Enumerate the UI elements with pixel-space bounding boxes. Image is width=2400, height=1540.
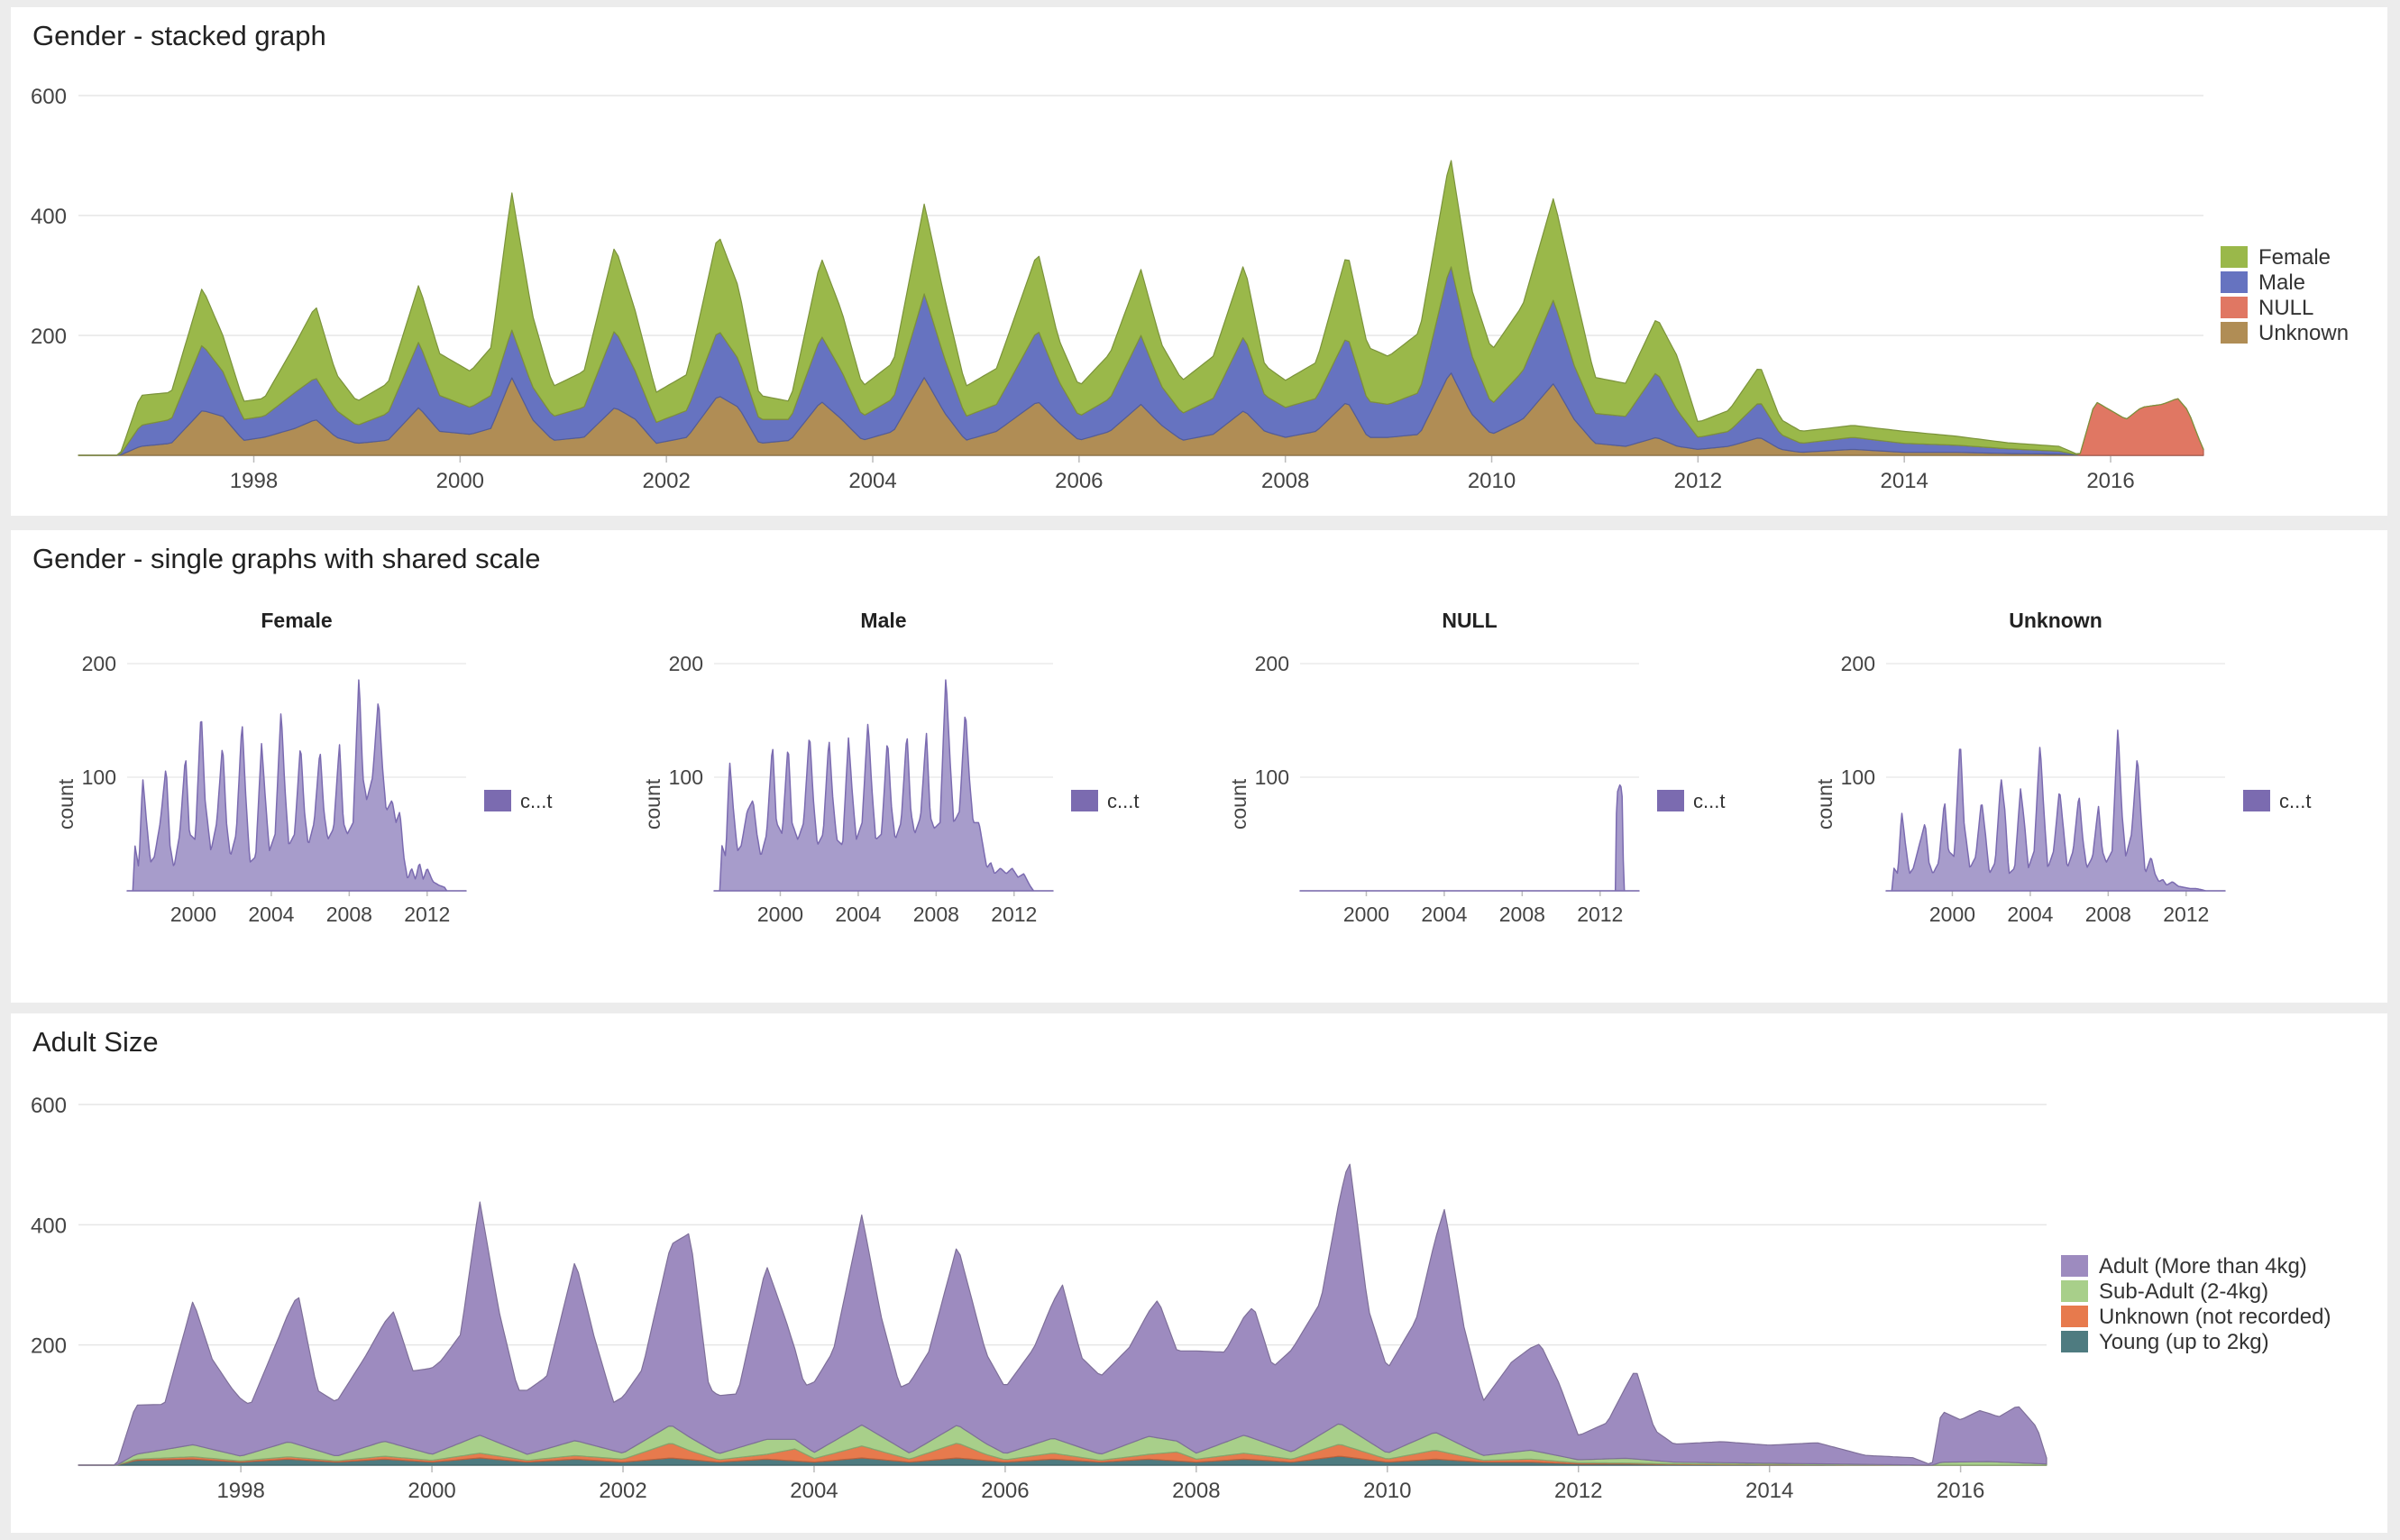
gender-single-null-y-tick-label: 200 xyxy=(1255,652,1289,675)
gender-single-null-y-axis-label: count xyxy=(1227,778,1250,830)
adult-size-chart: 200 400 600 1998 2000 2002 2004 2006 2008 2010 201… xyxy=(31,1094,2331,1503)
adult-size-x-tick-label: 2006 xyxy=(981,1479,1029,1503)
gender-single-male-y-tick-label: 100 xyxy=(669,765,703,789)
adult-size-legend-label-sub-adult-2-4kg: Sub-Adult (2-4kg) xyxy=(2099,1279,2268,1304)
gender-stacked-legend-swatch-null xyxy=(2221,297,2248,318)
adult-size-panel: Adult Size 200 400 600 1998 2000 2002 2004 2006… xyxy=(11,1013,2387,1533)
adult-size-x-tick-label: 1998 xyxy=(216,1479,264,1503)
gender-single-male-y-tick-label: 200 xyxy=(669,652,703,675)
gender-stacked-legend-label-unknown: Unknown xyxy=(2258,321,2349,345)
gender-single-male-legend-label: c...t xyxy=(1107,790,1139,812)
gender-single-male-x-tick-label: 2012 xyxy=(991,903,1037,926)
adult-size-legend-swatch-sub-adult-2-4kg xyxy=(2061,1280,2088,1302)
gender-stacked-y-tick-label: 600 xyxy=(31,85,67,109)
adult-size-legend-label-unknown-not-recorded: Unknown (not recorded) xyxy=(2099,1305,2331,1329)
gender-single-unknown-title: Unknown xyxy=(2009,609,2102,632)
gender-single-female-x-tick-label: 2012 xyxy=(404,903,450,926)
gender-single-unknown-area xyxy=(1885,729,2226,892)
gender-single-unknown-legend-label: c...t xyxy=(2279,790,2311,812)
gender-stacked-x-tick-label: 2008 xyxy=(1261,469,1309,493)
adult-size-y-tick-label: 600 xyxy=(31,1094,67,1118)
panel-title-gender-stacked: Gender - stacked graph xyxy=(32,20,326,51)
gender-single-male-x-tick-label: 2000 xyxy=(757,903,803,926)
gender-single-panel: Gender - single graphs with shared scale… xyxy=(11,530,2387,1003)
adult-size-legend-swatch-unknown-not-recorded xyxy=(2061,1306,2088,1327)
gender-single-female-y-tick-label: 200 xyxy=(82,652,116,675)
gender-stacked-area-female xyxy=(78,160,2204,456)
adult-size-legend-label-adult-more-than-4kg: Adult (More than 4kg) xyxy=(2099,1254,2307,1279)
gender-stacked-x-tick-label: 1998 xyxy=(230,469,278,493)
gender-stacked-x-tick-label: 2012 xyxy=(1674,469,1722,493)
adult-size-x-tick-label: 2014 xyxy=(1745,1479,1793,1503)
gender-stacked-x-tick-label: 2002 xyxy=(642,469,690,493)
gender-single-male-legend-swatch xyxy=(1071,790,1098,811)
gender-stacked-x-tick-label: 2004 xyxy=(848,469,896,493)
gender-single-unknown-y-axis-label: count xyxy=(1813,778,1837,830)
gender-stacked-y-tick-label: 200 xyxy=(31,325,67,349)
gender-single-female-area xyxy=(126,679,467,892)
gender-stacked-legend-label-female: Female xyxy=(2258,245,2331,270)
gender-single-unknown-x-tick-label: 2012 xyxy=(2163,903,2209,926)
adult-size-x-tick-label: 2010 xyxy=(1363,1479,1411,1503)
adult-size-y-tick-label: 200 xyxy=(31,1334,67,1359)
adult-size-x-tick-label: 2000 xyxy=(408,1479,455,1503)
gender-stacked-x-tick-label: 2016 xyxy=(2086,469,2134,493)
gender-single-female-x-tick-label: 2000 xyxy=(170,903,216,926)
adult-size-x-tick-label: 2016 xyxy=(1937,1479,1984,1503)
gender-single-female-legend-label: c...t xyxy=(520,790,552,812)
gender-single-male-x-tick-label: 2004 xyxy=(835,903,881,926)
gender-single-unknown-x-tick-label: 2008 xyxy=(2085,903,2131,926)
gender-single-male-y-axis-label: count xyxy=(641,778,664,830)
gender-single-unknown-y-tick-label: 100 xyxy=(1841,765,1875,789)
adult-size-legend-label-young-up-to-2kg: Young (up to 2kg) xyxy=(2099,1330,2269,1354)
gender-stacked-legend-swatch-male xyxy=(2221,271,2248,293)
gender-single-male-x-tick-label: 2008 xyxy=(913,903,959,926)
gender-single-female-y-axis-label: count xyxy=(54,778,78,830)
adult-size-x-tick-label: 2004 xyxy=(790,1479,838,1503)
gender-single-charts: Female 100 200 count 2000 2004 2008 2012 c...t Ma… xyxy=(54,609,2311,926)
gender-single-female-x-tick-label: 2004 xyxy=(248,903,294,926)
gender-stacked-legend-label-male: Male xyxy=(2258,270,2305,295)
gender-stacked-panel: Gender - stacked graph 200 400 600 1998 2000… xyxy=(11,7,2387,516)
gender-stacked-x-tick-label: 2006 xyxy=(1055,469,1103,493)
gender-stacked-legend-label-null: NULL xyxy=(2258,296,2313,320)
adult-size-y-tick-label: 400 xyxy=(31,1214,67,1238)
gender-stacked-x-tick-label: 2010 xyxy=(1468,469,1516,493)
adult-size-legend-swatch-adult-more-than-4kg xyxy=(2061,1255,2088,1277)
gender-stacked-y-tick-label: 400 xyxy=(31,205,67,229)
gender-stacked-legend-swatch-unknown xyxy=(2221,322,2248,344)
gender-single-null-x-tick-label: 2000 xyxy=(1343,903,1389,926)
adult-size-area-adult-more-than-4kg xyxy=(78,1163,2047,1466)
adult-size-x-tick-label: 2002 xyxy=(599,1479,646,1503)
adult-size-x-tick-label: 2008 xyxy=(1172,1479,1220,1503)
gender-single-null-x-tick-label: 2012 xyxy=(1577,903,1623,926)
panel-title-gender-single: Gender - single graphs with shared scale xyxy=(32,543,541,574)
gender-single-null-title: NULL xyxy=(1442,609,1497,632)
gender-single-unknown-x-tick-label: 2000 xyxy=(1929,903,1975,926)
gender-single-unknown-legend-swatch xyxy=(2243,790,2270,811)
gender-single-male-title: Male xyxy=(860,609,906,632)
gender-single-female-title: Female xyxy=(261,609,332,632)
gender-stacked-chart: 200 400 600 1998 2000 2002 2004 2006 2008 2010 201… xyxy=(31,85,2349,493)
gender-single-female-y-tick-label: 100 xyxy=(82,765,116,789)
gender-single-null-legend-swatch xyxy=(1657,790,1684,811)
gender-single-null-x-tick-label: 2004 xyxy=(1421,903,1467,926)
gender-single-null-y-tick-label: 100 xyxy=(1255,765,1289,789)
gender-single-male-area xyxy=(713,679,1054,892)
gender-single-female-legend-swatch xyxy=(484,790,511,811)
adult-size-x-tick-label: 2012 xyxy=(1554,1479,1602,1503)
gender-single-unknown-x-tick-label: 2004 xyxy=(2007,903,2053,926)
gender-stacked-x-tick-label: 2014 xyxy=(1880,469,1928,493)
gender-single-null-area xyxy=(1299,784,1640,892)
adult-size-legend-swatch-young-up-to-2kg xyxy=(2061,1331,2088,1352)
gender-stacked-x-tick-label: 2000 xyxy=(436,469,484,493)
gender-single-unknown-y-tick-label: 200 xyxy=(1841,652,1875,675)
gender-stacked-legend-swatch-female xyxy=(2221,246,2248,268)
gender-single-female-x-tick-label: 2008 xyxy=(326,903,372,926)
gender-single-null-x-tick-label: 2008 xyxy=(1499,903,1545,926)
panel-title-adult-size: Adult Size xyxy=(32,1026,159,1058)
gender-single-null-legend-label: c...t xyxy=(1693,790,1725,812)
